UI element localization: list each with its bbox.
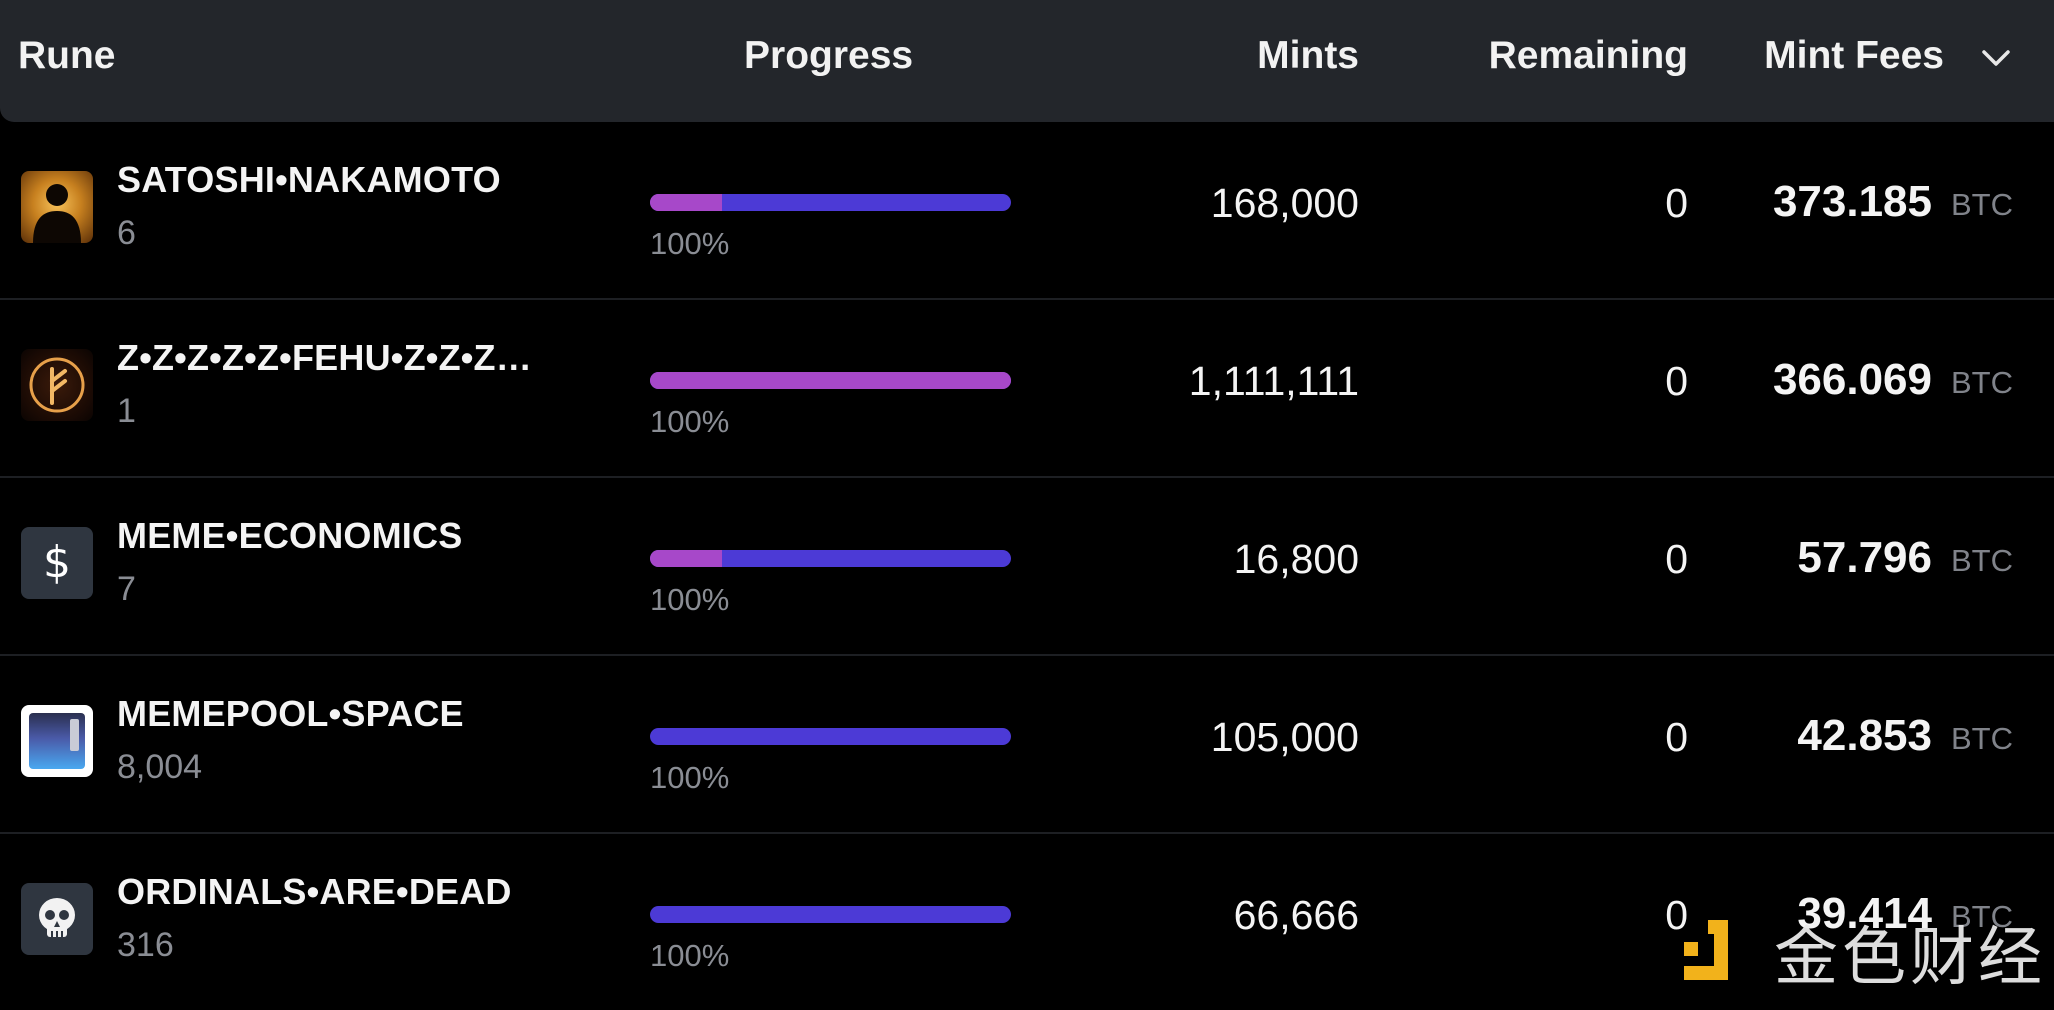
- fehu-rune-icon: [21, 349, 93, 421]
- mints-value: 105,000: [1210, 714, 1359, 760]
- progress-bar: [650, 906, 1011, 923]
- holders-count: 8,004: [117, 748, 203, 786]
- mint-fee-value: 57.796: [1797, 533, 1932, 582]
- fee-unit: BTC: [1951, 721, 2013, 756]
- column-header-progress[interactable]: Progress: [744, 34, 914, 77]
- column-header-mints[interactable]: Mints: [1257, 34, 1359, 77]
- progress-label: 100%: [650, 938, 730, 973]
- holders-count: 6: [117, 214, 136, 252]
- svg-text:$: $: [43, 537, 71, 588]
- dollar-icon: $: [21, 527, 93, 599]
- holders-count: 7: [117, 570, 136, 608]
- table-header: Rune Progress Mints Remaining Mint Fees: [0, 0, 2054, 122]
- progress-label: 100%: [650, 226, 730, 261]
- fee-unit: BTC: [1951, 543, 2013, 578]
- mints-value: 16,800: [1233, 536, 1359, 582]
- remaining-value: 0: [1665, 180, 1688, 226]
- column-header-remaining[interactable]: Remaining: [1488, 34, 1688, 77]
- table-row[interactable]: SATOSHI•NAKAMOTO 6 100% 168,000 0 373.18…: [0, 122, 2054, 300]
- progress-label: 100%: [650, 404, 730, 439]
- fee-unit: BTC: [1951, 187, 2013, 222]
- mints-value: 66,666: [1233, 892, 1359, 938]
- mint-fee-value: 373.185: [1772, 177, 1932, 226]
- progress-label: 100%: [650, 582, 730, 617]
- mint-fee-value: 42.853: [1797, 711, 1932, 760]
- remaining-value: 0: [1665, 892, 1688, 938]
- rune-name[interactable]: ORDINALS•ARE•DEAD: [117, 871, 512, 912]
- mints-value: 1,111,111: [1188, 358, 1359, 404]
- table-row[interactable]: ORDINALS•ARE•DEAD 316 100% 66,666 0 39.4…: [0, 834, 2054, 1010]
- column-header-mint-fees[interactable]: Mint Fees: [1764, 34, 1944, 77]
- rune-name[interactable]: SATOSHI•NAKAMOTO: [117, 159, 501, 200]
- column-header-rune[interactable]: Rune: [18, 34, 116, 77]
- memepool-icon: [21, 705, 93, 777]
- fee-unit: BTC: [1951, 365, 2013, 400]
- watermark-logo-icon: [1684, 920, 1728, 980]
- table-row[interactable]: $ MEME•ECONOMICS 7 100% 16,800 0 57.796 …: [0, 478, 2054, 656]
- progress-fill: [650, 194, 723, 211]
- fee-unit: BTC: [1951, 899, 2013, 934]
- skull-icon: [21, 883, 93, 955]
- rune-name[interactable]: Z•Z•Z•Z•Z•FEHU•Z•Z•Z…: [117, 337, 532, 378]
- progress-fill: [650, 372, 1011, 389]
- mint-fee-value: 366.069: [1772, 355, 1932, 404]
- progress-bar: [650, 550, 1011, 567]
- progress-fill: [650, 550, 723, 567]
- rune-name[interactable]: MEME•ECONOMICS: [117, 515, 463, 556]
- mint-fee-value: 39.414: [1797, 889, 1932, 938]
- rune-name[interactable]: MEMEPOOL•SPACE: [117, 693, 464, 734]
- progress-bar: [650, 372, 1011, 389]
- holders-count: 1: [117, 392, 136, 430]
- remaining-value: 0: [1665, 358, 1688, 404]
- silhouette-icon: [21, 171, 93, 243]
- progress-bar: [650, 728, 1011, 745]
- remaining-value: 0: [1665, 536, 1688, 582]
- progress-bar: [650, 194, 1011, 211]
- chevron-down-icon[interactable]: [1978, 44, 2014, 72]
- table-row[interactable]: Z•Z•Z•Z•Z•FEHU•Z•Z•Z… 1 100% 1,111,111 0…: [0, 300, 2054, 478]
- watermark: 金色财经: [1680, 910, 2046, 995]
- progress-label: 100%: [650, 760, 730, 795]
- remaining-value: 0: [1665, 714, 1688, 760]
- holders-count: 316: [117, 926, 174, 964]
- mints-value: 168,000: [1210, 180, 1359, 226]
- table-row[interactable]: MEMEPOOL•SPACE 8,004 100% 105,000 0 42.8…: [0, 656, 2054, 834]
- watermark-text: 金色财经: [1774, 921, 2046, 995]
